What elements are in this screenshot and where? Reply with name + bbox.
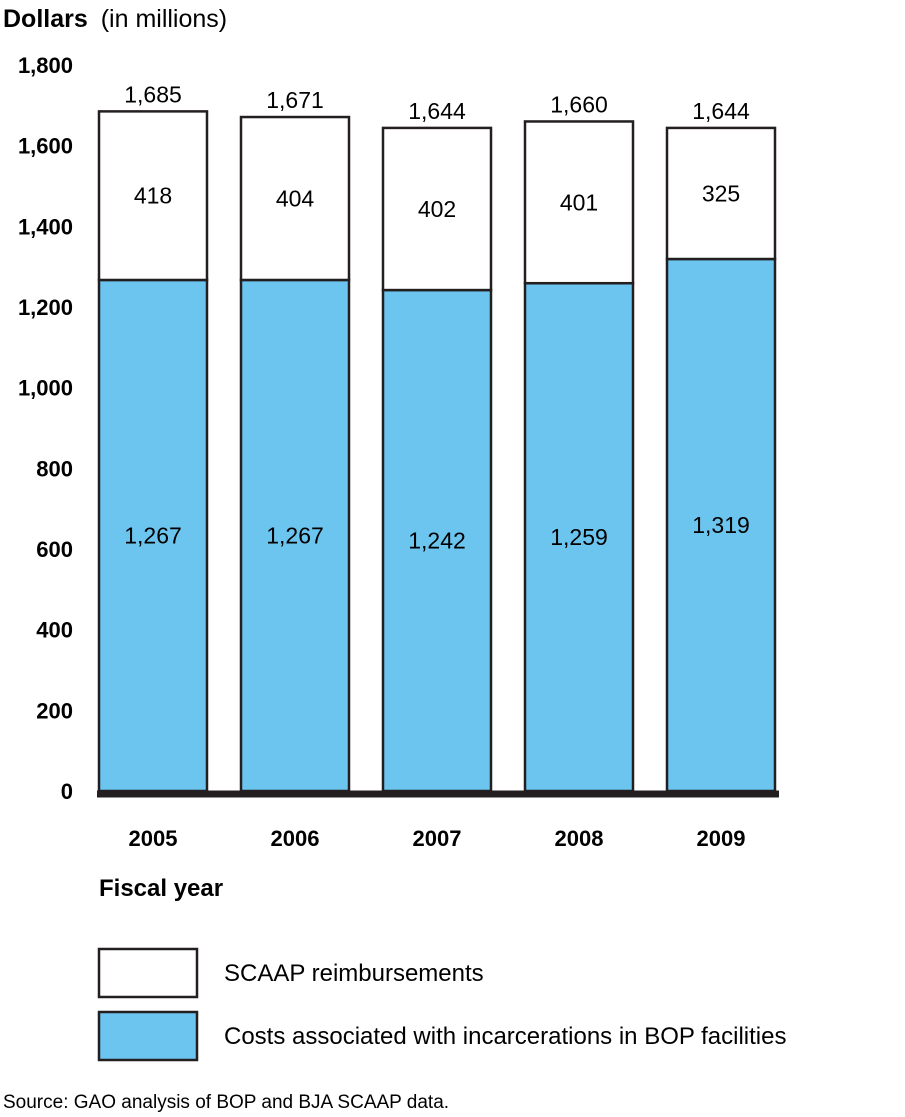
data-label-total: 1,660 [550,91,608,117]
data-label-total: 1,685 [124,81,182,107]
x-tick-label: 2009 [697,826,746,851]
bar-segment-costs [97,278,209,793]
y-axis-ticks: 0 200 400 600 800 1,000 1,200 1,400 1,600 1,800 [18,53,73,804]
data-label-scaap: 402 [418,196,456,222]
y-tick-label: 600 [36,537,73,562]
y-tick-label: 200 [36,698,73,723]
bars: 1,267 418 1,685 1,267 404 1,671 1,242 402 1,644 1… [97,81,777,793]
y-axis-title: Dollars (in millions) [3,5,227,33]
legend-swatch [97,947,199,999]
data-label-scaap: 325 [702,180,740,206]
y-tick-label: 1,600 [18,134,73,159]
x-tick-label: 2005 [129,826,178,851]
y-axis-label: Dollars [3,5,88,33]
y-tick-label: 800 [36,456,73,481]
bar-segment-scaap [665,126,777,261]
y-tick-label: 0 [61,779,73,804]
x-tick-label: 2006 [271,826,320,851]
bar-segment-scaap [381,126,493,292]
data-label-scaap: 401 [560,189,598,215]
legend-label: SCAAP reimbursements [224,960,484,987]
data-label-costs: 1,267 [124,522,182,548]
bar-segment-scaap [239,115,351,282]
legend-swatch [97,1010,199,1062]
y-tick-label: 1,400 [18,214,73,239]
bar-segment-scaap [523,120,635,285]
legend: SCAAP reimbursements Costs associated wit… [97,947,786,1062]
y-axis-unit: (in millions) [101,5,227,33]
source-note: Source: GAO analysis of BOP and BJA SCAA… [3,1092,449,1113]
y-tick-label: 1,200 [18,295,73,320]
y-tick-label: 1,000 [18,376,73,401]
data-label-costs: 1,259 [550,524,608,550]
data-label-scaap: 404 [276,186,315,212]
data-label-costs: 1,319 [692,512,750,538]
data-label-costs: 1,267 [266,522,324,548]
x-axis-categories: 2005 2006 2007 2008 2009 [129,826,746,851]
bar-segment-scaap [97,110,209,282]
data-label-total: 1,671 [266,87,324,113]
y-tick-label: 400 [36,618,73,643]
data-label-costs: 1,242 [408,528,466,554]
x-tick-label: 2008 [555,826,604,851]
data-label-total: 1,644 [692,98,750,124]
x-tick-label: 2007 [413,826,462,851]
data-label-total: 1,644 [408,98,466,124]
y-tick-label: 1,800 [18,53,73,78]
x-axis-label: Fiscal year [99,875,223,902]
legend-label: Costs associated with incarcerations in … [224,1023,786,1050]
data-label-scaap: 418 [134,183,172,209]
